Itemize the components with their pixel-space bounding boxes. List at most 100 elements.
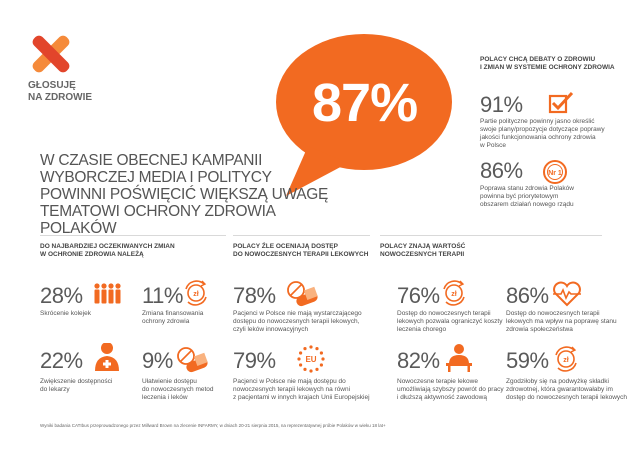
desc-line: czyli leków innowacyjnych: [233, 326, 309, 333]
col1-d-pct: 9%: [142, 348, 173, 373]
right-item2-pct: 86%: [480, 158, 523, 183]
col3-heading: POLACY ZNAJĄ WARTOŚĆ NOWOCZESNYCH TERAPI…: [380, 243, 465, 259]
right-panel-heading: POLACY CHCĄ DEBATY O ZDROWIU I ZMIAN W S…: [480, 56, 615, 72]
desc-line: do nowoczesnych metod: [142, 386, 214, 393]
desc-line: z pacjentami w innych krajach Unii Europ…: [233, 394, 370, 401]
desc-line: Pacjenci w Polsce nie mają dostępu do: [233, 378, 346, 385]
desc-line: Zgodziłoby się na podwyżkę składki: [506, 378, 609, 385]
col3-b-pct: 82%: [397, 348, 440, 373]
desc-line: leczenia chorego: [397, 326, 447, 333]
col2-heading-line2: DO NOWOCZESNYCH TERAPII LEKOWYCH: [233, 251, 369, 258]
desc-line: dostępu do nowoczesnych terapii lekowych…: [233, 318, 360, 325]
desc-line: nowoczesnych terapii lekowych na równi: [233, 386, 351, 393]
coin-arrows-icon: zł: [555, 346, 577, 372]
col1-heading-line1: DO NAJBARDZIEJ OCZEKIWANYCH ZMIAN: [40, 243, 175, 250]
headline-line1: W CZASIE OBECNEJ KAMPANII: [40, 152, 263, 169]
col1-b-desc: Zmiana finansowania ochrony zdrowia: [142, 310, 203, 326]
col1-d-desc: Ułatwienie dostępu do nowoczesnych metod…: [142, 378, 214, 402]
desc-line: i dłuższą aktywność zawodową: [397, 394, 487, 401]
divider: [233, 235, 370, 236]
desc-line: Poprawa stanu zdrowia Polaków: [480, 185, 574, 192]
footnote: Wyniki badania CATIbus przeprowadzonego …: [40, 423, 386, 428]
desc-line: leczenia i leków: [142, 394, 188, 401]
worker-desk-icon: [446, 344, 472, 372]
desc-line: Zwiększenie dostępności: [40, 378, 113, 385]
badge-text: zł: [193, 291, 199, 298]
badge-text: zł: [563, 357, 569, 364]
desc-line: Dostęp do nowoczesnych terapii: [397, 310, 491, 317]
right-item1-pct: 91%: [480, 92, 523, 117]
desc-line: jakości funkcjonowania ochrony zdrowia: [480, 134, 596, 141]
right-heading-line2: I ZMIAN W SYSTEMIE OCHRONY ZDROWIA: [480, 64, 615, 71]
desc-line: Pacjenci w Polsce nie mają wystarczające…: [233, 310, 362, 317]
desc-line: zdrowia społeczeństwa: [506, 326, 573, 333]
coin-arrows-icon: zł: [185, 280, 207, 306]
desc-line: w Polsce: [480, 142, 507, 149]
col1-a-desc: Skrócenie kolejek: [40, 310, 91, 317]
queue-people-icon: [94, 283, 121, 304]
col2-heading: POLACY ŹLE OCENIAJĄ DOSTĘP DO NOWOCZESNY…: [233, 243, 368, 259]
col2-b-pct: 79%: [233, 348, 276, 373]
checkbox-icon: [548, 91, 574, 114]
right-heading-line1: POLACY CHCĄ DEBATY O ZDROWIU: [480, 56, 596, 63]
headline-line4: TEMATOWI OCHRONY ZDROWIA POLAKÓW: [40, 203, 275, 237]
logo-x-icon: [32, 35, 70, 73]
col4-a-pct: 86%: [506, 283, 549, 308]
bubble-value: 87%: [312, 73, 418, 133]
desc-line: Zmiana finansowania: [142, 310, 204, 317]
desc-line: lekowych ma wpływ na poprawę stanu: [506, 318, 617, 325]
desc-line: do lekarzy: [40, 386, 70, 393]
badge-text: Nr 1: [548, 170, 562, 177]
col1-b-pct: 11%: [142, 283, 183, 308]
col3-a-desc: Dostęp do nowoczesnych terapii lekowych …: [397, 310, 503, 334]
desc-line: swoje plany/propozycje dotyczące poprawy: [480, 126, 605, 133]
desc-line: Partie polityczne powinny jasno określić: [480, 118, 595, 125]
heart-pulse-icon: [553, 281, 581, 307]
col1-heading-line2: W OCHRONIE ZDROWIA NALEŻĄ: [40, 251, 144, 258]
badge-text: zł: [451, 291, 457, 298]
desc-line: Nowoczesne terapie lekowe: [397, 378, 478, 385]
logo-line2: NA ZDROWIE: [28, 92, 93, 103]
badge-text: EU: [305, 355, 316, 364]
col4-b-pct: 59%: [506, 348, 549, 373]
col4-a-desc: Dostęp do nowoczesnych terapii lekowych …: [506, 310, 617, 334]
pills-icon: [177, 347, 208, 373]
doctor-icon: [95, 340, 119, 371]
desc-line: ochrony zdrowia: [142, 318, 190, 325]
col2-heading-line1: POLACY ŹLE OCENIAJĄ DOSTĘP: [233, 243, 338, 250]
col1-c-pct: 22%: [40, 348, 83, 373]
col2-a-desc: Pacjenci w Polsce nie mają wystarczające…: [233, 310, 362, 334]
logo-line1: GŁOSUJĘ: [28, 80, 76, 91]
number-one-badge-icon: Nr 1: [543, 160, 567, 184]
col3-heading-line1: POLACY ZNAJĄ WARTOŚĆ: [380, 243, 466, 250]
col3-b-desc: Nowoczesne terapie lekowe umożliwiają sz…: [397, 378, 504, 402]
col4-b-desc: Zgodziłoby się na podwyżkę składki zdrow…: [506, 378, 627, 402]
right-item2-desc: Poprawa stanu zdrowia Polaków powinna by…: [480, 185, 574, 209]
desc-line: Ułatwienie dostępu: [142, 378, 197, 385]
col2-a-pct: 78%: [233, 283, 276, 308]
pills-icon: [287, 281, 318, 307]
headline-line3: POWINNI POŚWIĘCIĆ WIĘKSZĄ UWAGĘ: [40, 186, 329, 203]
desc-line: lekowych pozwala ograniczyć koszty: [397, 318, 503, 325]
desc-line: zdrowotnej, która gwarantowałaby im: [506, 386, 613, 393]
divider: [380, 235, 602, 236]
right-item1-desc: Partie polityczne powinny jasno określić…: [480, 118, 605, 150]
divider: [40, 235, 226, 236]
desc-line: Dostęp do nowoczesnych terapii: [506, 310, 600, 317]
desc-line: umożliwiają szybszy powrót do pracy: [397, 386, 504, 393]
col2-b-desc: Pacjenci w Polsce nie mają dostępu do no…: [233, 378, 370, 402]
headline-line2: WYBORCZEJ MEDIA I POLITYCY: [40, 169, 272, 186]
col1-a-pct: 28%: [40, 283, 83, 308]
col1-c-desc: Zwiększenie dostępności do lekarzy: [40, 378, 112, 394]
col3-a-pct: 76%: [397, 283, 440, 308]
coin-arrows-icon: zł: [443, 280, 465, 306]
logo-text: GŁOSUJĘ NA ZDROWIE: [28, 80, 92, 104]
desc-line: obszarem działań nowego rządu: [480, 201, 574, 208]
col3-heading-line2: NOWOCZESNYCH TERAPII: [380, 251, 465, 258]
desc-line: dostęp do nowoczesnych terapii lekowych: [506, 394, 628, 401]
speech-bubble: [276, 34, 452, 196]
col1-heading: DO NAJBARDZIEJ OCZEKIWANYCH ZMIAN W OCHR…: [40, 243, 175, 259]
eu-stars-icon: EU: [297, 345, 325, 373]
desc-line: powinna być priorytetowym: [480, 193, 559, 200]
headline: W CZASIE OBECNEJ KAMPANII WYBORCZEJ MEDI…: [40, 152, 330, 237]
